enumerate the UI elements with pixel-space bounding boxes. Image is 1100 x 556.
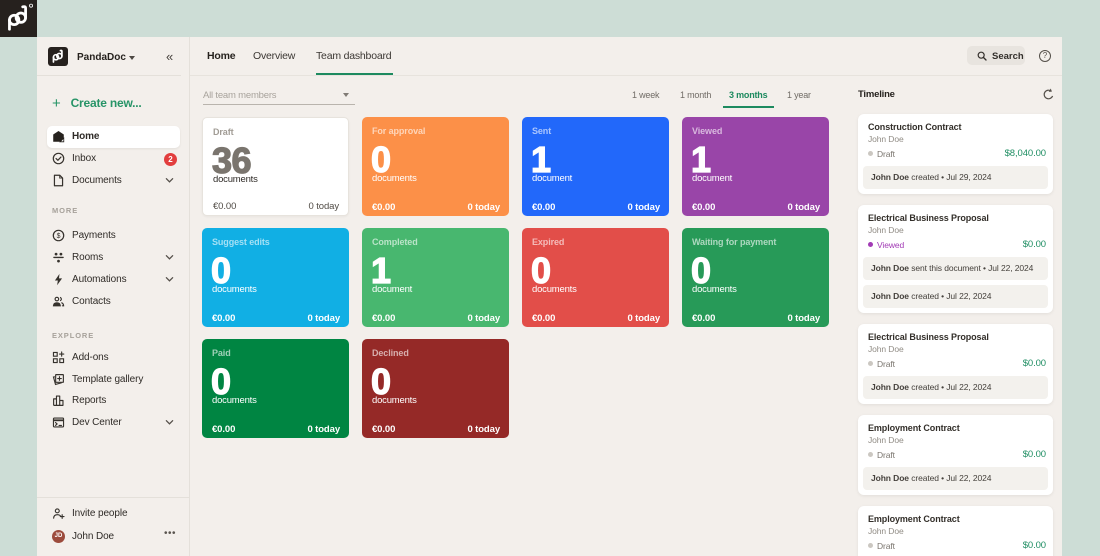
svg-text:$: $ xyxy=(57,233,61,240)
